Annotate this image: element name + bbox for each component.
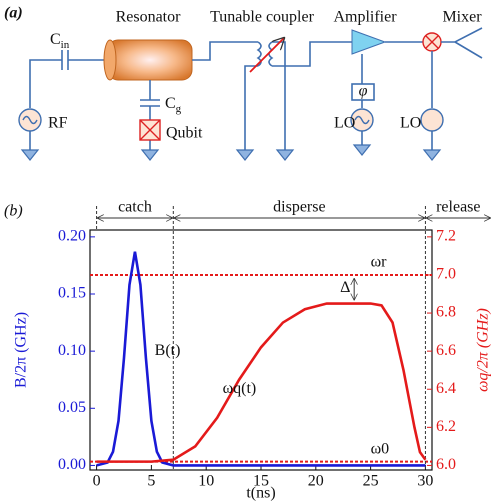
y2-tick-label: 6.8 [436, 304, 456, 321]
x-tick-label: 30 [417, 473, 433, 490]
x-axis-label: t(ns) [246, 485, 275, 502]
label: φ [359, 83, 368, 100]
label: C [165, 95, 176, 112]
tunable-arrow [249, 38, 284, 73]
series-label: B(t) [155, 342, 181, 359]
y2-tick-label: 7.0 [436, 266, 456, 283]
y2-tick-label: 6.0 [436, 456, 456, 473]
ground [140, 149, 160, 161]
y2-axis-label: ωq/2π (GHz) [475, 308, 492, 392]
amplifier [351, 29, 387, 55]
label: C [50, 31, 61, 48]
wire [140, 80, 160, 150]
y-tick-label: 0.10 [58, 342, 86, 359]
y-tick-label: 0.00 [58, 456, 86, 473]
panel-label: (b) [4, 203, 23, 220]
phase-label: catch [118, 199, 152, 216]
series-line [96, 251, 426, 467]
y2-tick-label: 6.6 [436, 342, 456, 359]
wire [192, 41, 352, 150]
reference-label: ω0 [371, 440, 390, 457]
x-tick-label: 5 [147, 473, 155, 490]
chart: (b) t(ns) B/2π (GHz) ωq/2π (GHz) 0 5 10 15 2… [4, 199, 492, 502]
y2-tick-label: 6.4 [436, 380, 456, 397]
label: RF [48, 115, 68, 132]
ground [235, 149, 295, 161]
label: Amplifier [333, 9, 397, 26]
source [420, 108, 444, 132]
reference-label: ωr [371, 254, 388, 271]
label: Tunable coupler [210, 9, 315, 26]
ground [20, 149, 40, 161]
phase-label: disperse [273, 199, 325, 216]
icon [22, 115, 38, 125]
series-line [96, 302, 427, 463]
y-tick-label: 0.15 [58, 285, 86, 302]
circuit-diagram: (a) Resonator Tunable coupler Amplifier … [4, 5, 483, 161]
label: g [176, 103, 182, 115]
label: Qubit [166, 125, 203, 142]
label: Cin [50, 31, 70, 51]
label: Cg [165, 95, 182, 115]
ground [352, 144, 442, 161]
y2-tick-label: 6.2 [436, 418, 456, 435]
y-axis-label: B/2π (GHz) [13, 312, 30, 388]
x-tick-label: 20 [308, 473, 324, 490]
x-tick-label: 0 [93, 473, 101, 490]
panel-label: (a) [4, 5, 23, 22]
y2-tick-label: 7.2 [436, 228, 456, 245]
y-tick-label: 0.05 [58, 399, 86, 416]
phase-label: release [436, 199, 480, 216]
label: in [61, 39, 70, 51]
resonator-end [103, 39, 117, 81]
resonator [107, 39, 193, 81]
label: LO [334, 115, 355, 132]
x-tick-label: 15 [253, 473, 269, 490]
mixer-cross [425, 35, 439, 49]
x-tick-label: 25 [363, 473, 379, 490]
wire [361, 41, 423, 145]
phase-box [351, 83, 375, 101]
x-tick-label: 10 [198, 473, 214, 490]
label: Resonator [116, 9, 182, 26]
y-tick-label: 0.20 [58, 228, 86, 245]
annotation: Δ [340, 279, 350, 296]
wire [431, 27, 483, 150]
qubit-cross [139, 119, 161, 141]
label: Mixer [442, 9, 482, 26]
wire [29, 50, 108, 108]
series-label: ωq(t) [223, 380, 257, 397]
label: LO [400, 115, 421, 132]
